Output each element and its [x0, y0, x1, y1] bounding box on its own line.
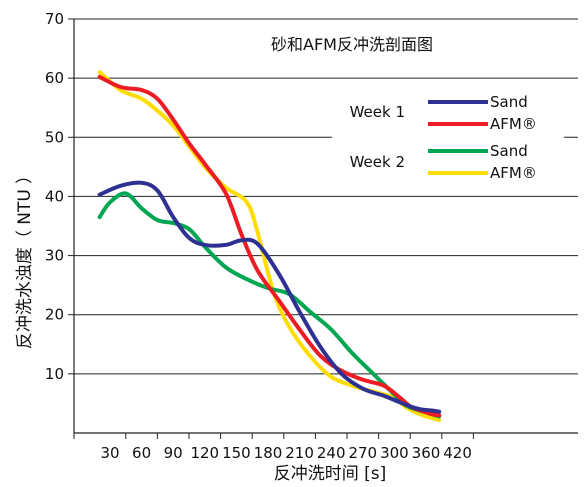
y-tick-label: 10 — [45, 365, 64, 383]
y-tick-label: 20 — [45, 306, 64, 324]
y-tick-label: 60 — [45, 69, 64, 87]
y-tick-labels: 10 20 30 40 50 60 70 — [45, 10, 74, 383]
x-tick-label: 180 — [254, 444, 283, 462]
x-tick-label: 360 — [412, 444, 441, 462]
legend-entry-label: Sand — [490, 142, 528, 160]
series-lines — [97, 70, 442, 422]
x-tick-label: 270 — [348, 444, 377, 462]
legend-group-label: Week 1 — [350, 103, 405, 121]
x-tick-label: 60 — [132, 444, 151, 462]
legend-entry-label: Sand — [490, 93, 528, 111]
y-tick-label: 70 — [45, 10, 64, 28]
y-tick-label: 40 — [45, 187, 64, 205]
series-line-0 — [97, 180, 442, 414]
x-tick-label: 90 — [164, 444, 183, 462]
x-tick-label: 240 — [317, 444, 346, 462]
legend-entry-label: AFM® — [490, 164, 537, 182]
legend-background — [332, 88, 564, 186]
x-tick-labels: 30 60 90 120 150 180 210 240 270 300 360 420 — [73, 433, 474, 462]
legend-entry-label: AFM® — [490, 115, 537, 133]
chart-title: 砂和AFM反冲洗剖面图 — [271, 35, 433, 54]
y-axis-title: 反冲洗水浊度（ NTU ） — [15, 167, 35, 349]
x-tick-label: 300 — [380, 444, 409, 462]
x-tick-label: 150 — [222, 444, 251, 462]
legend: Week 1 Sand AFM® Week 2 Sand AFM® — [350, 93, 537, 182]
y-tick-label: 30 — [45, 247, 64, 265]
legend-group-label: Week 2 — [350, 153, 405, 171]
grid-lines — [74, 18, 578, 375]
x-tick-label: 30 — [100, 444, 119, 462]
x-tick-label: 210 — [285, 444, 314, 462]
x-tick-label: 420 — [443, 444, 472, 462]
axes — [73, 19, 578, 434]
y-tick-label: 50 — [45, 128, 64, 146]
x-axis-title: 反冲洗时间 [s] — [274, 464, 387, 484]
x-tick-label: 120 — [190, 444, 219, 462]
legend-box — [332, 88, 564, 186]
